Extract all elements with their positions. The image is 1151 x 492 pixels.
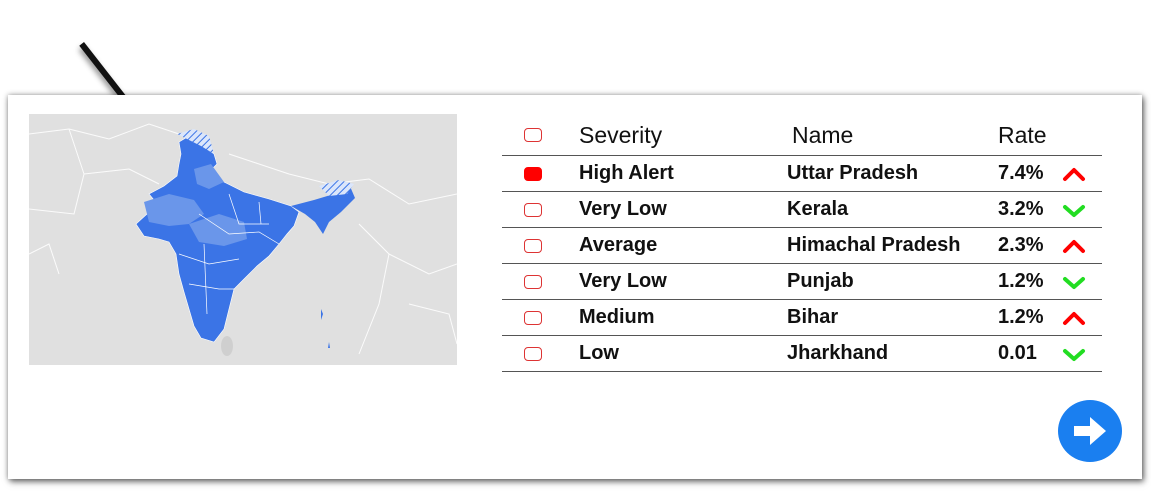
trend-up-icon (1062, 228, 1086, 263)
severity-cell: Very Low (579, 270, 667, 292)
header-name[interactable]: Name (792, 121, 854, 148)
row-select-cell (524, 192, 542, 227)
table-row[interactable]: Average Himachal Pradesh 2.3% (502, 228, 1102, 264)
row-checkbox[interactable] (524, 346, 542, 361)
select-all-checkbox[interactable] (524, 128, 542, 142)
row-select-cell (524, 336, 542, 371)
header-rate[interactable]: Rate (998, 121, 1047, 148)
row-checkbox[interactable] (524, 166, 542, 181)
name-cell: Bihar (787, 306, 839, 328)
rate-cell: 3.2% (998, 198, 1044, 220)
rate-cell: 1.2% (998, 306, 1044, 328)
region-northeast (291, 184, 355, 234)
region-west-light (144, 194, 204, 226)
rate-cell: 7.4% (998, 162, 1044, 184)
row-checkbox[interactable] (524, 202, 542, 217)
trend-down-icon (1062, 336, 1086, 371)
info-card: Severity Name Rate High Alert Uttar Prade… (8, 95, 1142, 479)
row-checkbox[interactable] (524, 310, 542, 325)
row-select-cell (524, 228, 542, 263)
row-select-cell (524, 264, 542, 299)
sri-lanka (221, 336, 233, 356)
trend-up-icon (1062, 156, 1086, 191)
row-checkbox[interactable] (524, 274, 542, 289)
severity-cell: Medium (579, 306, 655, 328)
trend-up-icon (1062, 300, 1086, 335)
rate-cell: 1.2% (998, 270, 1044, 292)
severity-cell: Low (579, 342, 619, 364)
name-cell: Punjab (787, 270, 854, 292)
trend-down-icon (1062, 264, 1086, 299)
severity-cell: Average (579, 234, 658, 256)
region-central-light (189, 214, 247, 246)
header-severity[interactable]: Severity (579, 121, 663, 148)
select-all-cell (524, 115, 542, 155)
name-cell: Jharkhand (787, 342, 889, 364)
row-select-cell (524, 300, 542, 335)
severity-table: Severity Name Rate High Alert Uttar Prade… (502, 115, 1102, 372)
region-islands (321, 309, 330, 348)
table-row[interactable]: Very Low Punjab 1.2% (502, 264, 1102, 300)
trend-down-icon (1062, 192, 1086, 227)
table-row[interactable]: Very Low Kerala 3.2% (502, 192, 1102, 228)
table-header: Severity Name Rate (502, 115, 1102, 156)
map-svg (29, 123, 457, 356)
severity-cell: High Alert (579, 162, 674, 184)
name-cell: Kerala (787, 198, 849, 220)
table-row[interactable]: Medium Bihar 1.2% (502, 300, 1102, 336)
name-cell: Uttar Pradesh (787, 162, 919, 184)
rate-cell: 2.3% (998, 234, 1044, 256)
table-row[interactable]: Low Jharkhand 0.01 (502, 336, 1102, 372)
next-button[interactable] (1058, 400, 1122, 462)
india-map[interactable] (29, 114, 457, 365)
region-north-light (194, 164, 224, 189)
row-checkbox[interactable] (524, 238, 542, 253)
arrow-right-icon (1074, 417, 1106, 445)
table-row[interactable]: High Alert Uttar Pradesh 7.4% (502, 156, 1102, 192)
region-hatched-north (177, 129, 214, 154)
region-hatched-northeast (319, 180, 354, 196)
name-cell: Himachal Pradesh (787, 234, 961, 256)
row-select-cell (524, 156, 542, 191)
severity-cell: Very Low (579, 198, 667, 220)
rate-cell: 0.01 (998, 342, 1037, 364)
